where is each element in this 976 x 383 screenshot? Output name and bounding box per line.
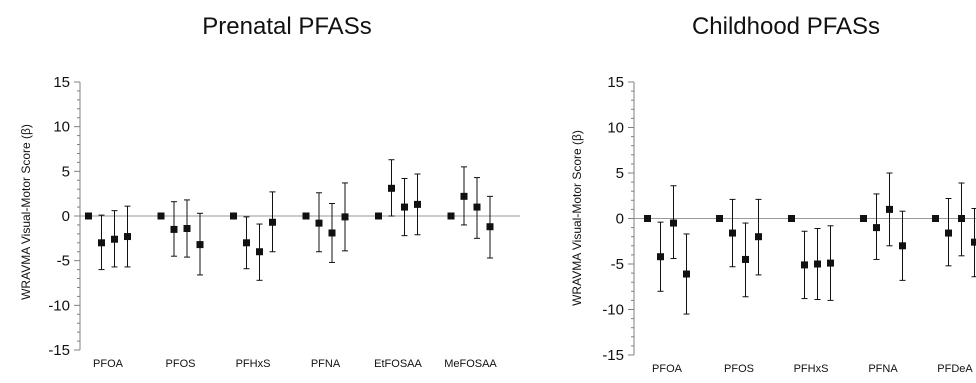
point-estimate-marker (243, 239, 250, 247)
point-estimate-marker (945, 229, 952, 237)
panel-prenatal: Prenatal PFASs WRAVMA Visual-Motor Score… (19, 13, 520, 370)
x-category-label: PFOA (652, 363, 683, 375)
point-estimate-marker (886, 205, 893, 213)
y-tick-label: -15 (48, 342, 70, 359)
y-tick-label: -5 (611, 256, 624, 273)
x-category-label: PFNA (868, 363, 898, 375)
point-estimate-marker (401, 203, 408, 211)
y-tick-label: -10 (48, 297, 70, 314)
x-category-label: PFDeA (937, 363, 973, 375)
point-estimate-marker (375, 212, 382, 220)
point-estimate-marker (899, 242, 906, 250)
x-category-label: EtFOSAA (374, 358, 422, 370)
point-estimate-marker (801, 261, 808, 269)
point-estimate-marker (111, 235, 118, 243)
x-category-label: PFHxS (794, 363, 829, 375)
point-estimate-marker (170, 225, 178, 233)
point-estimate-marker (85, 212, 92, 220)
point-estimate-marker (716, 215, 723, 222)
y-tick-label: -5 (57, 253, 70, 270)
point-estimate-marker (670, 219, 677, 227)
point-estimate-marker (230, 212, 237, 220)
y-tick-label: 0 (616, 211, 624, 228)
point-estimate-marker (788, 215, 795, 222)
point-estimate-marker (755, 233, 762, 241)
point-estimate-marker (873, 224, 880, 232)
y-tick-label: -15 (602, 347, 624, 364)
point-estimate-marker (196, 241, 204, 249)
point-estimate-marker (183, 225, 191, 233)
y-tick-label: -10 (602, 302, 624, 319)
x-category-label: PFOA (93, 358, 124, 370)
point-estimate-marker (932, 215, 939, 222)
y-axis-label: WRAVMA Visual-Motor Score (β) (19, 124, 33, 300)
point-estimate-marker (683, 270, 690, 278)
point-estimate-marker (486, 223, 494, 231)
point-estimate-marker (157, 212, 165, 220)
point-estimate-marker (414, 200, 421, 208)
point-estimate-marker (124, 233, 131, 241)
point-estimate-marker (460, 192, 468, 200)
panel-title: Childhood PFASs (692, 13, 880, 40)
point-estimate-marker (729, 229, 736, 237)
point-estimate-marker (644, 215, 651, 222)
point-estimate-marker (302, 212, 310, 220)
point-estimate-marker (742, 255, 749, 263)
y-tick-label: 10 (53, 119, 70, 136)
point-estimate-marker (315, 219, 323, 227)
point-estimate-marker (341, 213, 349, 221)
y-tick-label: 15 (53, 74, 70, 91)
point-estimate-marker (447, 212, 455, 220)
point-estimate-marker (473, 203, 481, 211)
point-estimate-marker (256, 248, 263, 256)
point-estimate-marker (269, 218, 276, 226)
y-tick-label: 0 (62, 208, 70, 225)
point-estimate-marker (657, 253, 664, 261)
x-category-label: PFNA (311, 358, 341, 370)
panel-title: Prenatal PFASs (202, 13, 371, 40)
point-estimate-marker (814, 260, 821, 268)
point-estimate-marker (98, 239, 105, 247)
point-estimate-marker (388, 184, 395, 192)
panel-childhood: Childhood PFASs WRAVMA Visual-Motor Scor… (570, 13, 976, 375)
point-estimate-marker (958, 215, 965, 222)
y-tick-label: 10 (607, 120, 624, 137)
y-tick-label: 5 (62, 163, 70, 180)
x-category-label: PFOS (724, 363, 754, 375)
y-tick-label: 5 (616, 165, 624, 182)
point-estimate-marker (827, 259, 834, 267)
point-estimate-marker (860, 215, 867, 222)
y-axis-label: WRAVMA Visual-Motor Score (β) (570, 130, 584, 306)
x-category-label: PFHxS (236, 358, 271, 370)
x-category-label: PFOS (166, 358, 196, 370)
point-estimate-marker (971, 238, 976, 246)
point-estimate-marker (328, 229, 336, 237)
y-tick-label: 15 (607, 74, 624, 91)
x-category-label: MeFOSAA (444, 358, 497, 370)
